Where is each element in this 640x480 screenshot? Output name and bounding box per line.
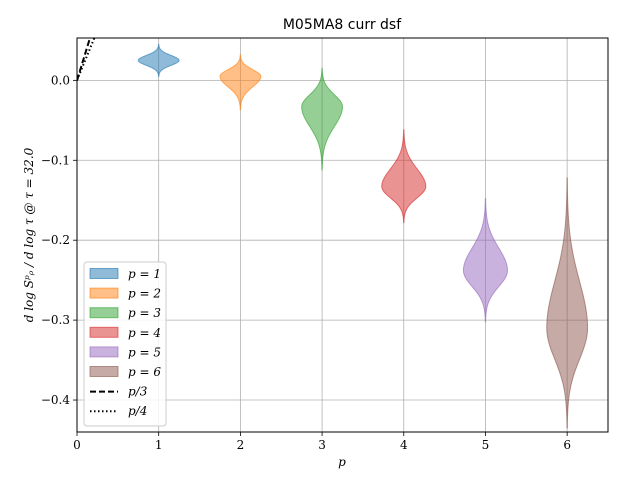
plot-area: 0 1 2 3 4 5 60.0−0.1−0.2−0.3−0.4p = 1p = 2p = …: [41, 37, 609, 452]
chart-title: M05MA8 curr dsf: [283, 17, 402, 33]
y-tick-label: 0.0: [51, 73, 70, 87]
legend-swatch-p5: [89, 346, 119, 358]
y-tick-label: −0.3: [41, 313, 70, 327]
legend-swatch-p3: [89, 307, 119, 319]
reference-line-p-over-3: [77, 38, 91, 81]
violin-body-p6: [546, 177, 589, 429]
violin-group: [137, 43, 589, 429]
legend-label-p3: p = 3: [128, 306, 161, 320]
legend-swatch-p4: [89, 326, 119, 338]
legend-box: [83, 261, 167, 427]
violin-body-p3: [301, 67, 343, 171]
x-tick-label: 3: [318, 438, 326, 452]
legend-label-p6: p = 6: [128, 365, 161, 379]
y-tick-label: −0.2: [41, 233, 70, 247]
violin-body-p1: [137, 43, 180, 77]
axes-frame: [76, 37, 609, 433]
legend-swatch-p6: [89, 366, 119, 377]
x-tick-label: 2: [237, 438, 245, 452]
reference-line-p-over-4: [77, 38, 96, 81]
y-tick-label: −0.1: [41, 153, 70, 167]
y-tick-label: −0.4: [41, 393, 71, 407]
x-tick-label: 0: [73, 438, 81, 452]
x-tick-label: 6: [563, 438, 571, 452]
legend-label-p5: p = 5: [128, 345, 161, 359]
x-axis-label: p: [338, 455, 346, 469]
legend-label-p2: p = 2: [128, 287, 161, 301]
y-axis-label: d log Sᵖᵨ / d log τ @ τ = 32.0: [22, 147, 36, 322]
violin-body-p5: [462, 198, 509, 323]
legend-swatch-p1: [89, 268, 119, 279]
legend: p = 1 p = 2 p = 3 p = 4 p = 5 p = 6 p/3 p/4: [83, 261, 167, 427]
legend-label-p-over-4: p/4: [128, 404, 147, 418]
x-tick-label: 4: [400, 438, 408, 452]
violin-body-p2: [219, 54, 262, 111]
legend-label-p1: p = 1: [128, 267, 161, 281]
x-tick-label: 1: [155, 438, 163, 452]
x-tick-label: 5: [482, 438, 490, 452]
legend-label-p-over-3: p/3: [128, 385, 148, 399]
legend-label-p4: p = 4: [128, 326, 161, 340]
legend-swatch-p2: [89, 287, 119, 299]
violin-body-p4: [381, 129, 427, 224]
